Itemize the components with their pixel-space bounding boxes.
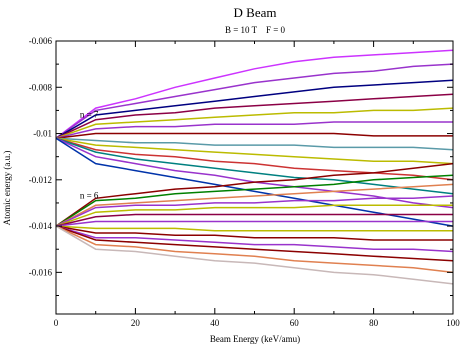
series-line-22 (55, 225, 453, 241)
y-tick-label: -0.012 (29, 175, 52, 185)
series-line-19 (55, 213, 453, 227)
series-line-15 (55, 174, 454, 227)
series-line-2 (55, 63, 454, 139)
x-tick-label: 60 (290, 318, 300, 328)
series-line-17 (55, 195, 454, 227)
series-line-1 (55, 49, 454, 139)
x-tick-label: 0 (54, 318, 59, 328)
x-axis-label: Beam Energy (keV/amu) (210, 334, 300, 344)
x-tick-label: 100 (446, 318, 460, 328)
series-line-21 (55, 225, 453, 232)
series-line-23 (55, 225, 454, 253)
chart-subtitle: B = 10 T F = 0 (225, 25, 286, 35)
series-line-9 (55, 137, 454, 165)
annotation-label-1: n = 7 (80, 109, 99, 119)
series-line-20 (55, 220, 453, 227)
series-line-11 (55, 137, 454, 195)
y-tick-label: -0.01 (33, 129, 52, 139)
series-line-4 (55, 93, 454, 139)
y-axis-ticks: -0.016 -0.014 -0.012 -0.01 -0.008 -0.006 (29, 36, 453, 296)
series-line-25 (55, 225, 454, 274)
y-tick-label: -0.014 (29, 221, 53, 231)
series-lines (55, 49, 454, 285)
series-line-6 (55, 121, 453, 139)
annotation-label-2: n = 6 (80, 190, 99, 200)
series-line-18 (55, 204, 453, 227)
series-line-5 (55, 107, 454, 139)
x-axis-ticks: 0 20 40 60 80 100 (54, 41, 460, 328)
series-line-7 (55, 132, 453, 139)
series-line-26 (55, 225, 454, 285)
chart-title: D Beam (234, 5, 277, 20)
series-line-24 (55, 225, 454, 262)
y-tick-label: -0.008 (29, 82, 53, 92)
series-line-16 (55, 183, 454, 227)
y-tick-label: -0.016 (29, 267, 53, 277)
series-line-8 (55, 137, 454, 151)
y-axis-label: Atomic energy (a.u.) (2, 151, 12, 226)
series-line-14 (55, 162, 454, 227)
x-tick-label: 80 (369, 318, 379, 328)
y-tick-label: -0.006 (29, 36, 53, 46)
annotations: n = 7 n = 6 (80, 109, 99, 200)
series-line-3 (55, 79, 454, 139)
x-tick-label: 40 (210, 318, 220, 328)
x-tick-label: 20 (131, 318, 141, 328)
series-line-10 (55, 137, 454, 181)
